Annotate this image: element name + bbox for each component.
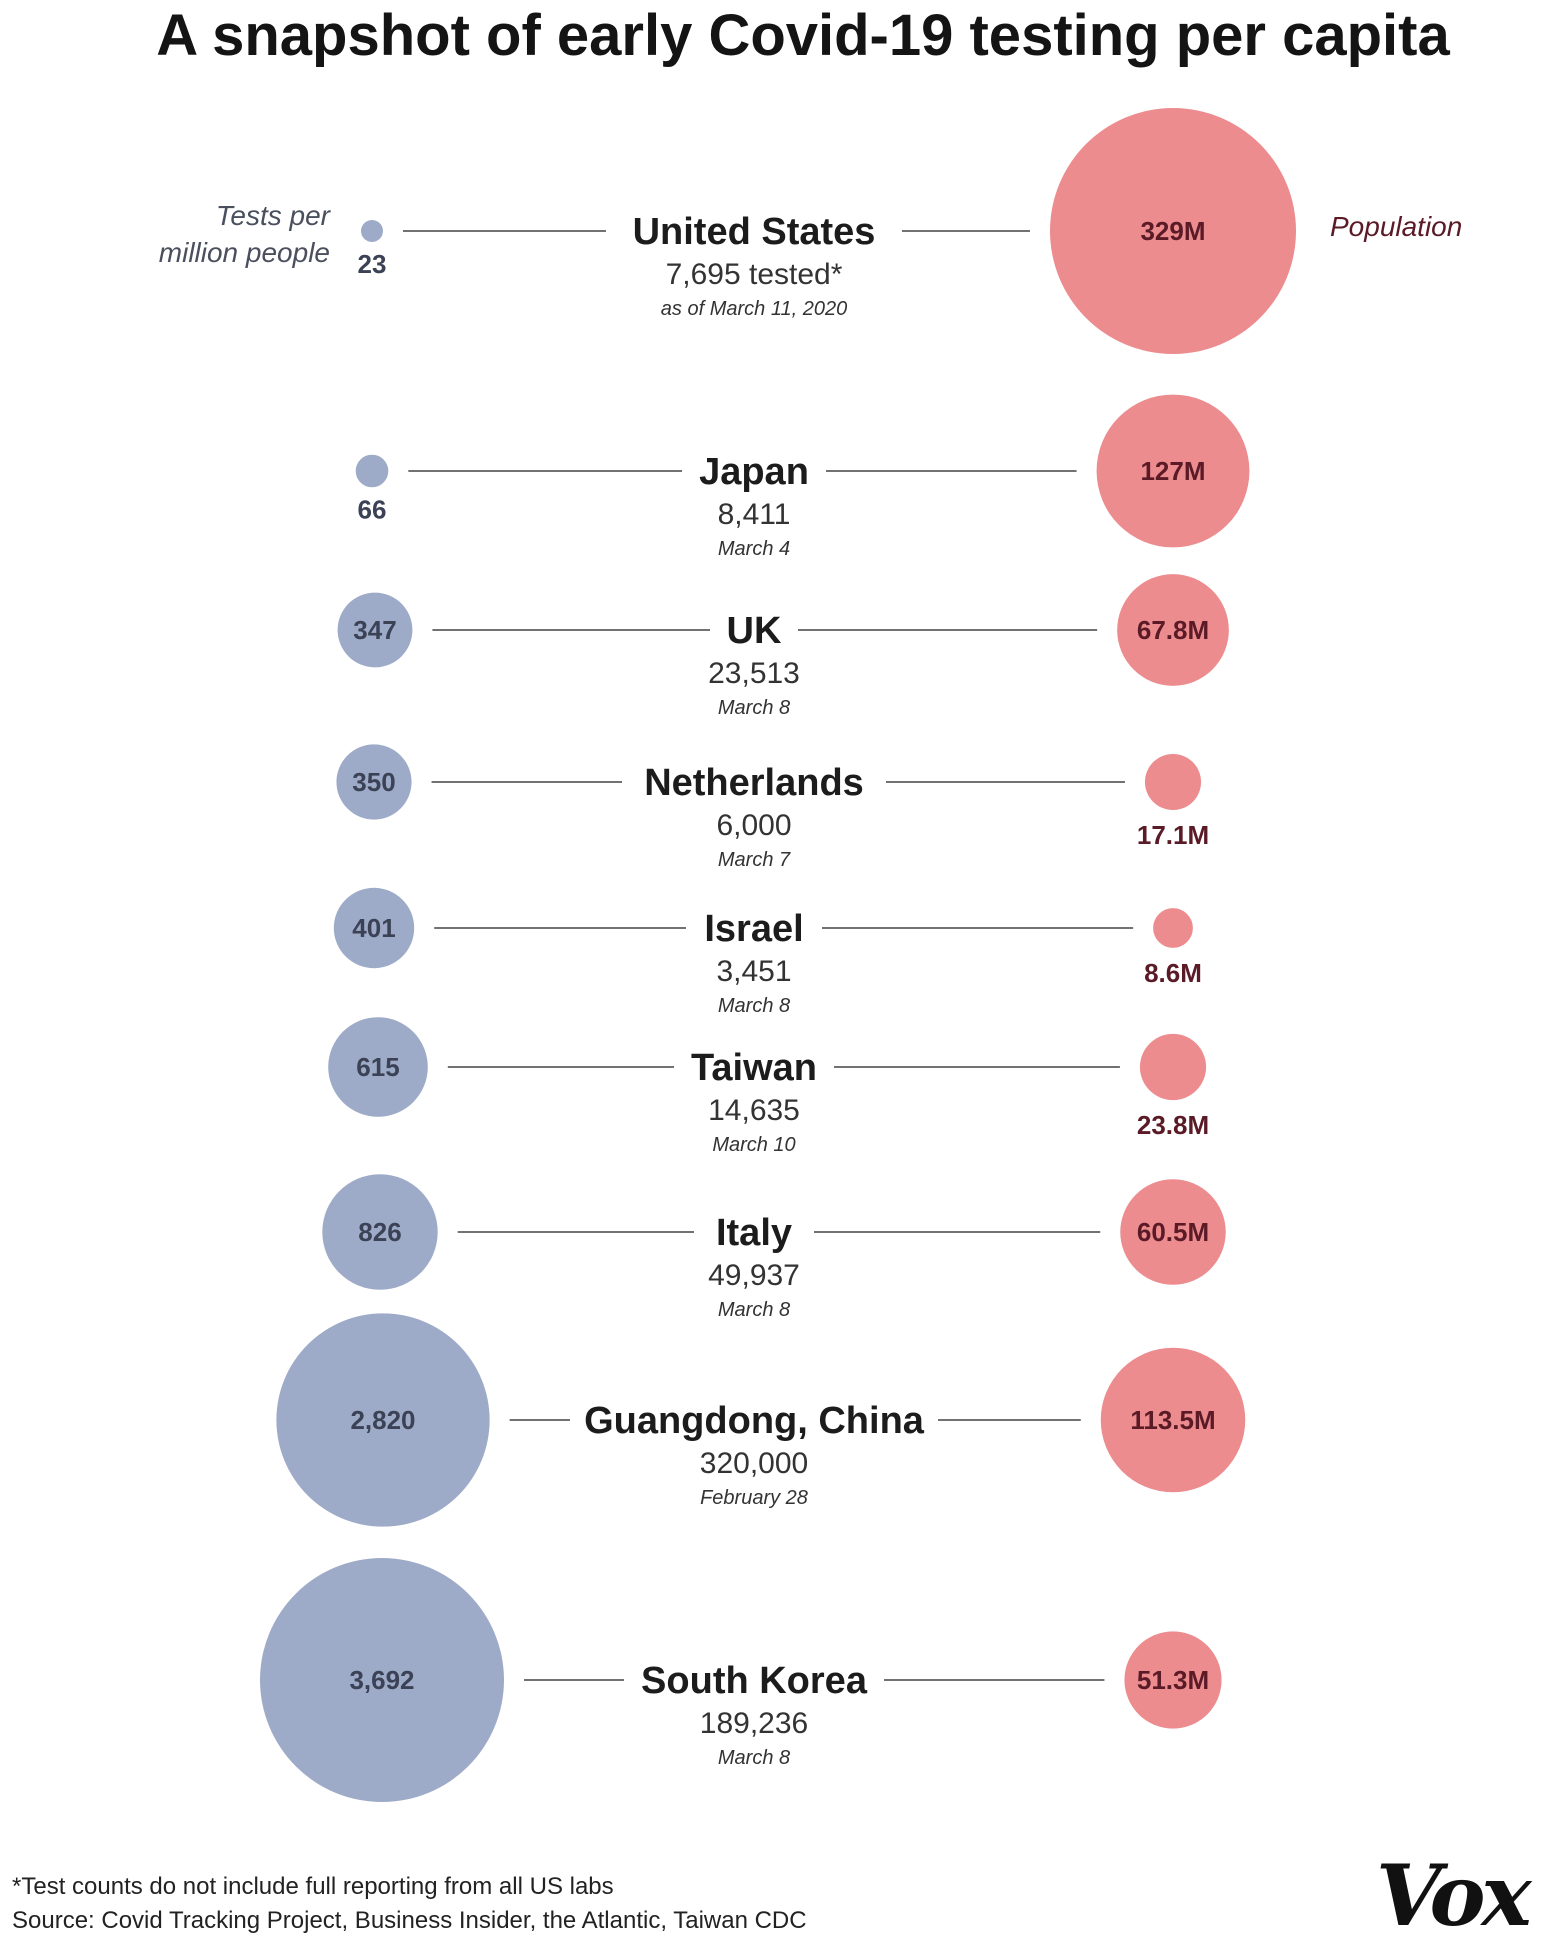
tests-bubble — [333, 887, 415, 969]
tested-count: 6,000 — [716, 809, 791, 842]
country-name: United States — [633, 211, 876, 253]
test-date: March 8 — [718, 1747, 790, 1769]
test-date: March 7 — [718, 849, 791, 871]
test-date: March 8 — [718, 697, 790, 719]
population-bubble — [1096, 394, 1250, 548]
population-value-label: 17.1M — [1137, 820, 1209, 850]
population-bubble — [1139, 1033, 1207, 1101]
population-value-label: 51.3M — [1137, 1665, 1209, 1695]
population-value-label: 329M — [1140, 216, 1205, 246]
country-name: Japan — [699, 451, 809, 493]
left-axis-label-line1: Tests per — [216, 200, 332, 231]
tested-count: 320,000 — [700, 1447, 808, 1480]
footnote: *Test counts do not include full reporti… — [12, 1873, 614, 1900]
population-value-label: 127M — [1140, 456, 1205, 486]
country-name: Guangdong, China — [584, 1400, 925, 1442]
tests-value-label: 66 — [358, 494, 387, 524]
population-bubble — [1120, 1179, 1226, 1285]
tests-value-label: 350 — [352, 767, 395, 797]
country-name: Taiwan — [691, 1047, 817, 1089]
population-bubble — [1153, 908, 1193, 948]
tests-bubble — [276, 1313, 490, 1527]
population-value-label: 60.5M — [1137, 1217, 1209, 1247]
country-name: Italy — [716, 1212, 792, 1254]
test-date: March 10 — [712, 1134, 795, 1156]
tests-value-label: 826 — [358, 1217, 401, 1247]
population-value-label: 23.8M — [1137, 1110, 1209, 1140]
tests-value-label: 401 — [352, 913, 395, 943]
population-bubble — [1124, 1631, 1222, 1729]
tests-bubble — [336, 744, 412, 820]
tests-value-label: 23 — [358, 249, 387, 279]
test-date: as of March 11, 2020 — [661, 298, 847, 320]
tested-count: 8,411 — [718, 498, 791, 531]
test-date: March 8 — [718, 1299, 790, 1321]
tests-value-label: 347 — [353, 615, 396, 645]
tests-value-label: 615 — [356, 1052, 399, 1082]
population-bubble — [1100, 1347, 1246, 1493]
population-bubble — [1144, 753, 1202, 811]
country-name: South Korea — [641, 1660, 868, 1702]
tests-bubble — [322, 1174, 438, 1290]
country-name: UK — [727, 610, 782, 652]
test-date: March 8 — [718, 995, 790, 1017]
tests-value-label: 3,692 — [349, 1665, 414, 1695]
tests-bubble — [328, 1017, 428, 1117]
population-bubble — [1117, 574, 1229, 686]
tested-count: 49,937 — [708, 1259, 800, 1292]
tests-bubble — [361, 220, 383, 242]
tests-bubble — [337, 592, 413, 668]
population-value-label: 113.5M — [1130, 1405, 1215, 1435]
population-value-label: 67.8M — [1137, 615, 1209, 645]
chart-rows: 23 329M United States 7,695 tested* as of Ma… — [260, 108, 1296, 1802]
tests-bubble — [355, 454, 389, 488]
left-axis-label-line2: million people — [159, 237, 330, 268]
population-value-label: 8.6M — [1144, 958, 1202, 988]
chart-title: A snapshot of early Covid-19 testing per… — [156, 3, 1450, 68]
population-bubble — [1050, 108, 1296, 354]
tests-bubble — [260, 1558, 504, 1802]
tested-count: 7,695 tested* — [666, 258, 843, 291]
tested-count: 189,236 — [700, 1707, 808, 1740]
vox-logo: Vox — [1376, 1846, 1532, 1945]
tested-count: 3,451 — [716, 955, 791, 988]
test-date: March 4 — [718, 538, 790, 560]
tests-value-label: 2,820 — [350, 1405, 415, 1435]
tested-count: 23,513 — [708, 657, 800, 690]
tested-count: 14,635 — [708, 1094, 800, 1127]
right-axis-label: Population — [1330, 211, 1462, 242]
country-name: Israel — [704, 908, 803, 950]
source-note: Source: Covid Tracking Project, Business… — [12, 1907, 807, 1934]
test-date: February 28 — [700, 1487, 808, 1509]
country-name: Netherlands — [644, 762, 864, 804]
